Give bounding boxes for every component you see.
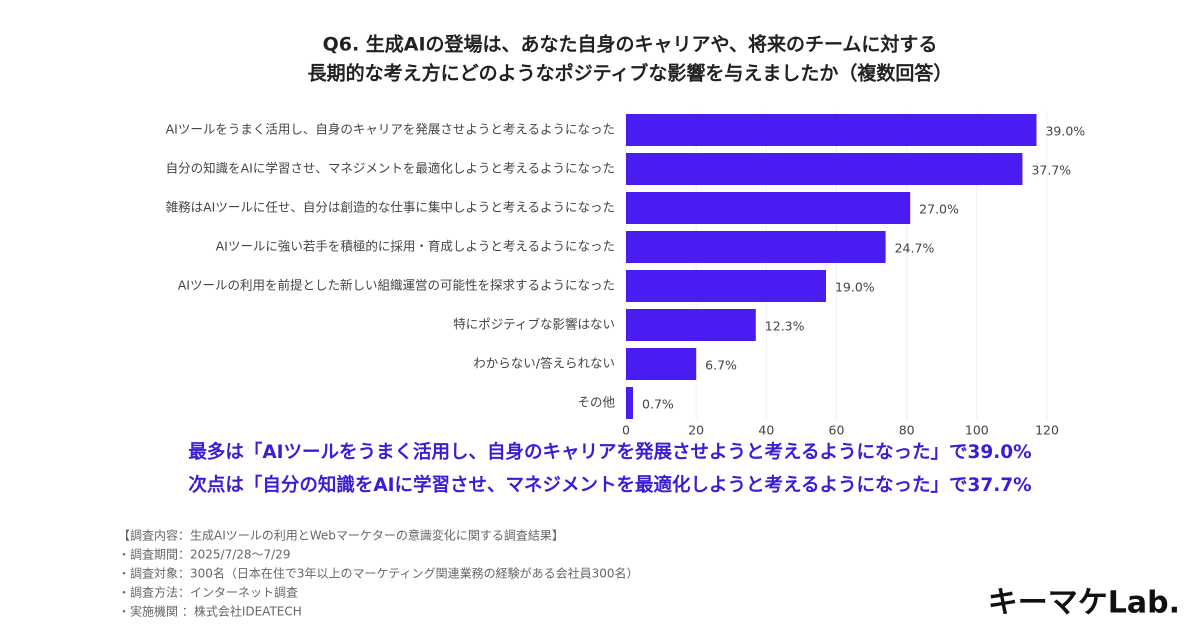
bar	[626, 348, 697, 380]
y-tick-label: 自分の知識をAIに学習させ、マネジメントを最適化しようと考えるようになった	[166, 161, 615, 176]
note: 【調査内容：生成AIツールの利用とWebマーケターの意識変化に関する調査結果】	[118, 528, 564, 543]
bar	[626, 192, 911, 224]
y-tick-label: 雑務はAIツールに任せ、自分は創造的な仕事に集中しようと考えるようになった	[166, 200, 615, 215]
chart-title: 長期的な考え方にどのようなポジティブな影響を与えましたか（複数回答）	[308, 62, 953, 85]
chart-title: Q6. 生成AIの登場は、あなた自身のキャリアや、将来のチームに対する	[323, 33, 938, 56]
value-label: 6.7%	[705, 358, 737, 373]
bar	[626, 153, 1023, 185]
y-tick-label: その他	[577, 395, 615, 410]
bar	[626, 270, 826, 302]
value-label: 12.3%	[765, 319, 805, 334]
x-tick-label: 20	[688, 423, 704, 438]
value-label: 27.0%	[919, 202, 959, 217]
y-tick-label: AIツールに強い若手を積極的に採用・育成しようと考えるようになった	[216, 239, 615, 254]
y-tick-label: AIツールをうまく活用し、自身のキャリアを発展させようと考えるようになった	[166, 122, 615, 137]
note: ・実施機関 ：株式会社IDEATECH	[118, 604, 302, 619]
x-tick-label: 60	[829, 423, 845, 438]
note: ・調査対象：300名（日本在住で3年以上のマーケティング関連業務の経験がある会社…	[118, 566, 639, 581]
x-tick-label: 0	[622, 423, 630, 438]
note: ・調査方法：インターネット調査	[118, 585, 298, 600]
highlight: 次点は「自分の知識をAIに学習させ、マネジメントを最適化しようと考えるようになっ…	[188, 474, 1031, 496]
value-label: 37.7%	[1031, 163, 1071, 178]
bar	[626, 231, 886, 263]
value-label: 0.7%	[642, 397, 674, 412]
x-tick-label: 120	[1035, 423, 1059, 438]
value-label: 39.0%	[1045, 124, 1085, 139]
y-tick-label: 特にポジティブな影響はない	[453, 317, 615, 332]
x-tick-label: 40	[758, 423, 774, 438]
x-tick-label: 80	[899, 423, 915, 438]
note: ・調査期間：2025/7/28〜7/29	[118, 548, 290, 562]
y-tick-label: わからない/答えられない	[473, 356, 615, 371]
bar	[626, 309, 756, 341]
bar	[626, 387, 634, 419]
x-tick-label: 100	[965, 423, 989, 438]
value-label: 24.7%	[895, 241, 935, 256]
y-tick-label: AIツールの利用を前提とした新しい組織運営の可能性を探求するようになった	[178, 278, 615, 293]
value-label: 19.0%	[835, 280, 875, 295]
highlight: 最多は「AIツールをうまく活用し、自身のキャリアを発展させようと考えるようになっ…	[188, 441, 1031, 463]
logo: キーマケLab.	[988, 586, 1180, 621]
bar	[626, 114, 1037, 146]
